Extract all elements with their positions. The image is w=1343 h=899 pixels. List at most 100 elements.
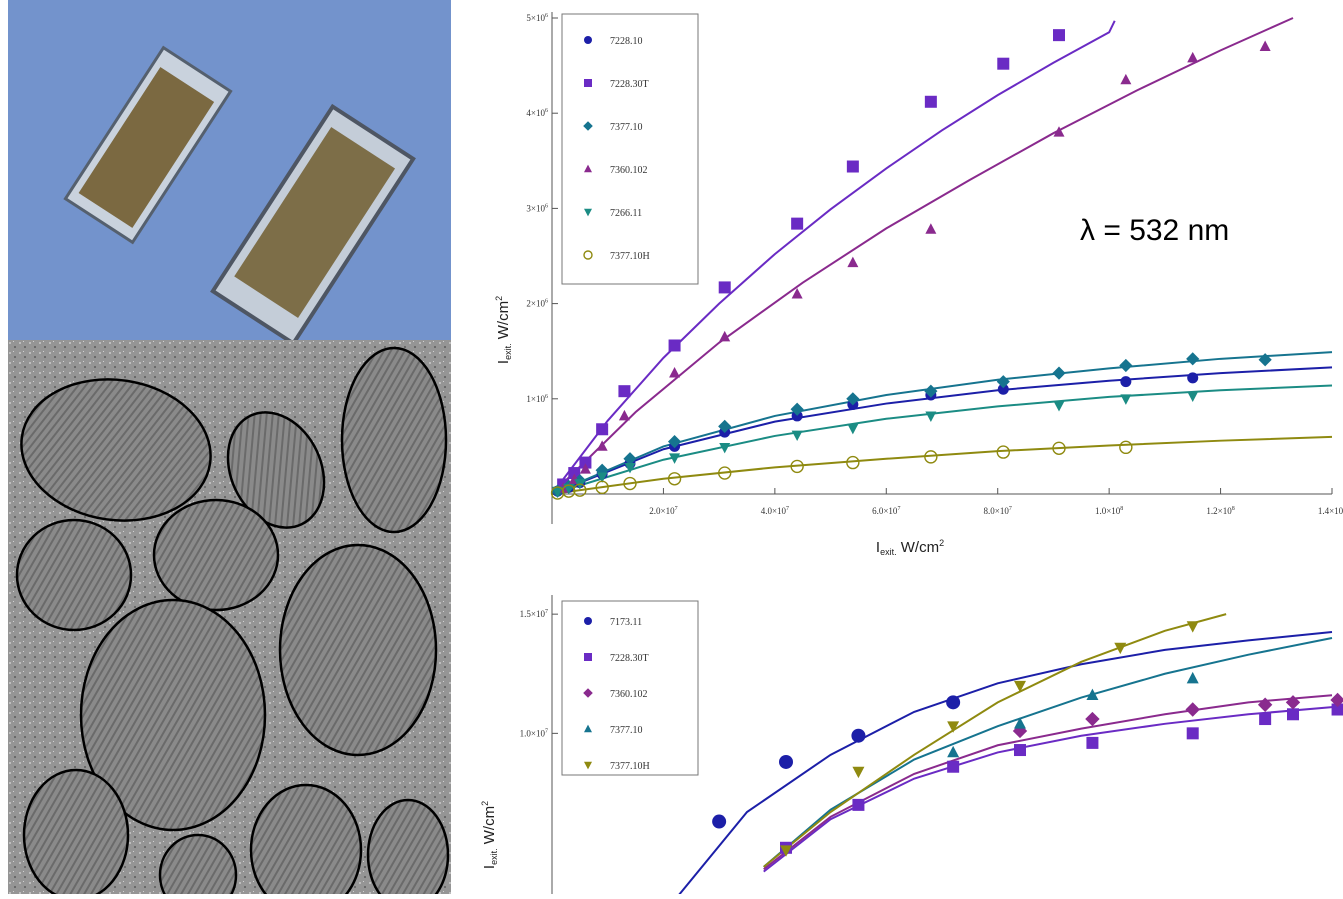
legend-label: 7228.30T: [610, 79, 649, 90]
data-point: [623, 476, 637, 491]
data-point: [947, 721, 960, 733]
legend-box: [561, 600, 699, 776]
data-point: [1120, 376, 1132, 388]
data-point: [924, 450, 938, 464]
data-point: [1330, 692, 1343, 708]
data-point: [1186, 621, 1199, 633]
data-point: [790, 402, 804, 416]
top-x-tick-label: 1.2×108: [1206, 506, 1234, 516]
legend-marker: [584, 208, 592, 217]
data-point: [623, 452, 637, 466]
data-point: [718, 419, 732, 434]
fit-curve: [763, 706, 1333, 873]
data-point: [718, 281, 731, 294]
wavelength-label: λ = 532 nm: [1080, 214, 1229, 247]
data-point: [791, 410, 803, 422]
data-point: [624, 462, 636, 474]
top-chart: 2.0×107 4.0×107 6.0×107 8.0×107 1.0×108 1.2×1…: [470, 0, 1343, 560]
data-point: [852, 766, 865, 779]
data-point: [1053, 29, 1065, 42]
top-x-tick-label: 4.0×107: [761, 506, 789, 516]
fit-curve: [551, 384, 1333, 495]
data-point: [924, 95, 937, 108]
data-point: [1287, 708, 1299, 721]
top-y-tick-label: 4×106: [526, 108, 548, 118]
data-point: [1259, 40, 1271, 51]
data-point: [791, 217, 804, 230]
fit-curve: [551, 366, 1333, 495]
top-x-tick-label: 1.4×108: [1318, 506, 1343, 516]
data-point: [1259, 713, 1272, 726]
data-point: [718, 466, 732, 480]
data-point: [719, 442, 731, 454]
data-point: [947, 745, 960, 758]
data-point: [846, 160, 859, 173]
data-point: [596, 472, 608, 483]
data-point: [719, 330, 731, 342]
data-point: [780, 845, 792, 857]
data-point: [847, 256, 859, 268]
top-x-tick-label: 6.0×107: [872, 506, 900, 516]
data-point: [846, 455, 860, 470]
data-point: [669, 453, 681, 464]
legend-marker: [584, 164, 592, 173]
data-point: [1052, 366, 1066, 380]
data-point: [552, 486, 564, 498]
data-point: [1014, 680, 1026, 693]
legend-label: 7173.11: [610, 617, 642, 628]
bottom-chart: 1.0×107 1.5×107 7173.11 7228.30T 7360.102 73…: [470, 585, 1343, 899]
data-point: [1014, 717, 1026, 729]
data-point: [790, 459, 804, 474]
fit-curve: [551, 351, 1333, 495]
top-x-tick-label: 8.0×107: [984, 506, 1012, 516]
data-point: [847, 423, 859, 435]
data-point: [791, 430, 803, 442]
data-point: [595, 480, 609, 495]
data-point: [562, 484, 576, 498]
data-point: [996, 375, 1010, 389]
legend-label: 7377.10: [610, 725, 643, 736]
fit-curve: [763, 613, 1227, 868]
top-chart-legend: 7228.10 7228.30T 7377.10 7360.102 7266.11 737…: [561, 13, 699, 285]
top-y-tick-label: 3×106: [526, 203, 548, 213]
data-point: [1052, 441, 1066, 456]
legend-label: 7266.11: [610, 208, 642, 219]
legend-marker: [584, 724, 592, 733]
tem-micrograph-illustration: [8, 340, 451, 894]
bottom-chart-svg: 1.0×107 1.5×107 7173.11 7228.30T 7360.102 73…: [480, 595, 1343, 899]
legend-marker: [583, 250, 593, 260]
data-point: [996, 445, 1010, 459]
data-point: [791, 288, 803, 299]
data-point: [1085, 711, 1100, 727]
top-x-tick-label: 1.0×108: [1095, 506, 1123, 516]
data-point: [1258, 353, 1272, 367]
legend-marker: [584, 36, 592, 44]
data-point: [669, 367, 681, 378]
top-y-tick-label: 5×106: [526, 13, 548, 23]
data-point: [997, 57, 1010, 70]
legend-marker: [584, 653, 592, 661]
data-point: [1120, 394, 1132, 405]
top-chart-axes: 2.0×107 4.0×107 6.0×107 8.0×107 1.0×108 1.2×1…: [526, 12, 1343, 524]
data-point: [1053, 401, 1065, 412]
legend-marker: [584, 617, 592, 625]
data-point: [1114, 642, 1127, 655]
sample-slides-photo: [8, 0, 451, 340]
data-point: [947, 760, 960, 773]
data-point: [668, 339, 681, 352]
legend-label: 7377.10: [610, 122, 643, 133]
data-point: [924, 384, 938, 398]
data-point: [1187, 391, 1199, 402]
bottom-y-tick-label: 1.0×107: [520, 728, 548, 738]
data-point: [579, 463, 591, 474]
data-point: [925, 223, 937, 234]
legend-marker: [584, 79, 592, 87]
data-point: [925, 411, 937, 422]
data-point: [596, 423, 609, 436]
data-point: [1186, 671, 1199, 684]
bottom-chart-axes: 1.0×107 1.5×107: [520, 595, 558, 894]
data-point: [618, 385, 631, 398]
data-point: [846, 392, 860, 406]
tem-micrograph: [8, 340, 451, 894]
data-point: [1119, 358, 1133, 373]
